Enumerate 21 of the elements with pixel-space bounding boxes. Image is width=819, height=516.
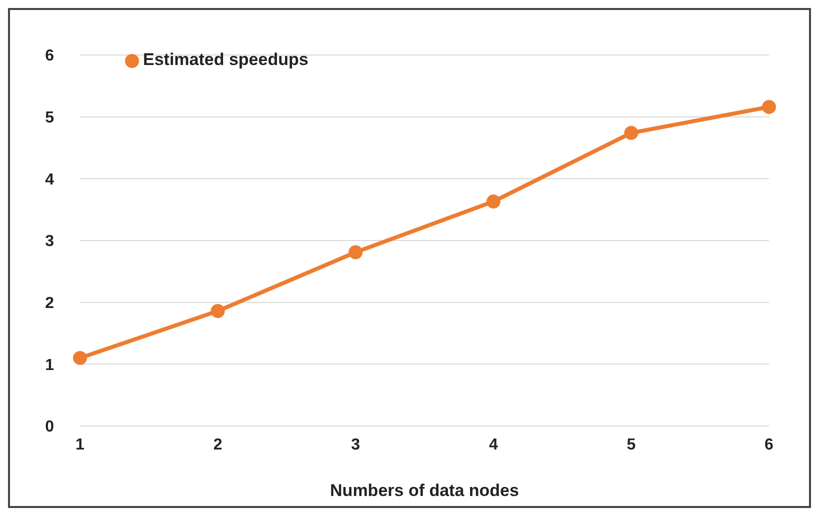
y-tick-label: 6 <box>45 48 54 65</box>
y-tick-label: 5 <box>45 110 54 127</box>
point <box>348 245 363 260</box>
point <box>762 100 776 114</box>
point <box>210 304 225 318</box>
point <box>624 126 638 140</box>
point <box>73 350 87 365</box>
x-tick-label: 5 <box>626 436 636 454</box>
y-tick-label: 3 <box>45 233 54 250</box>
y-tick-label: 1 <box>45 356 54 374</box>
x-tick-label: 4 <box>488 436 498 454</box>
legend-label: Estimated speedups <box>143 50 308 69</box>
y-tick-label: 0 <box>45 418 54 436</box>
point <box>486 194 500 209</box>
x-tick-label: 1 <box>76 436 85 454</box>
x-tick-label: 3 <box>351 436 360 454</box>
x-tick-label: 6 <box>764 436 774 454</box>
y-tick-label: 2 <box>45 295 54 312</box>
x-tick-label: 2 <box>213 436 222 454</box>
x-axis-title: Numbers of data nodes <box>330 481 519 500</box>
y-tick-label: 4 <box>45 171 54 188</box>
